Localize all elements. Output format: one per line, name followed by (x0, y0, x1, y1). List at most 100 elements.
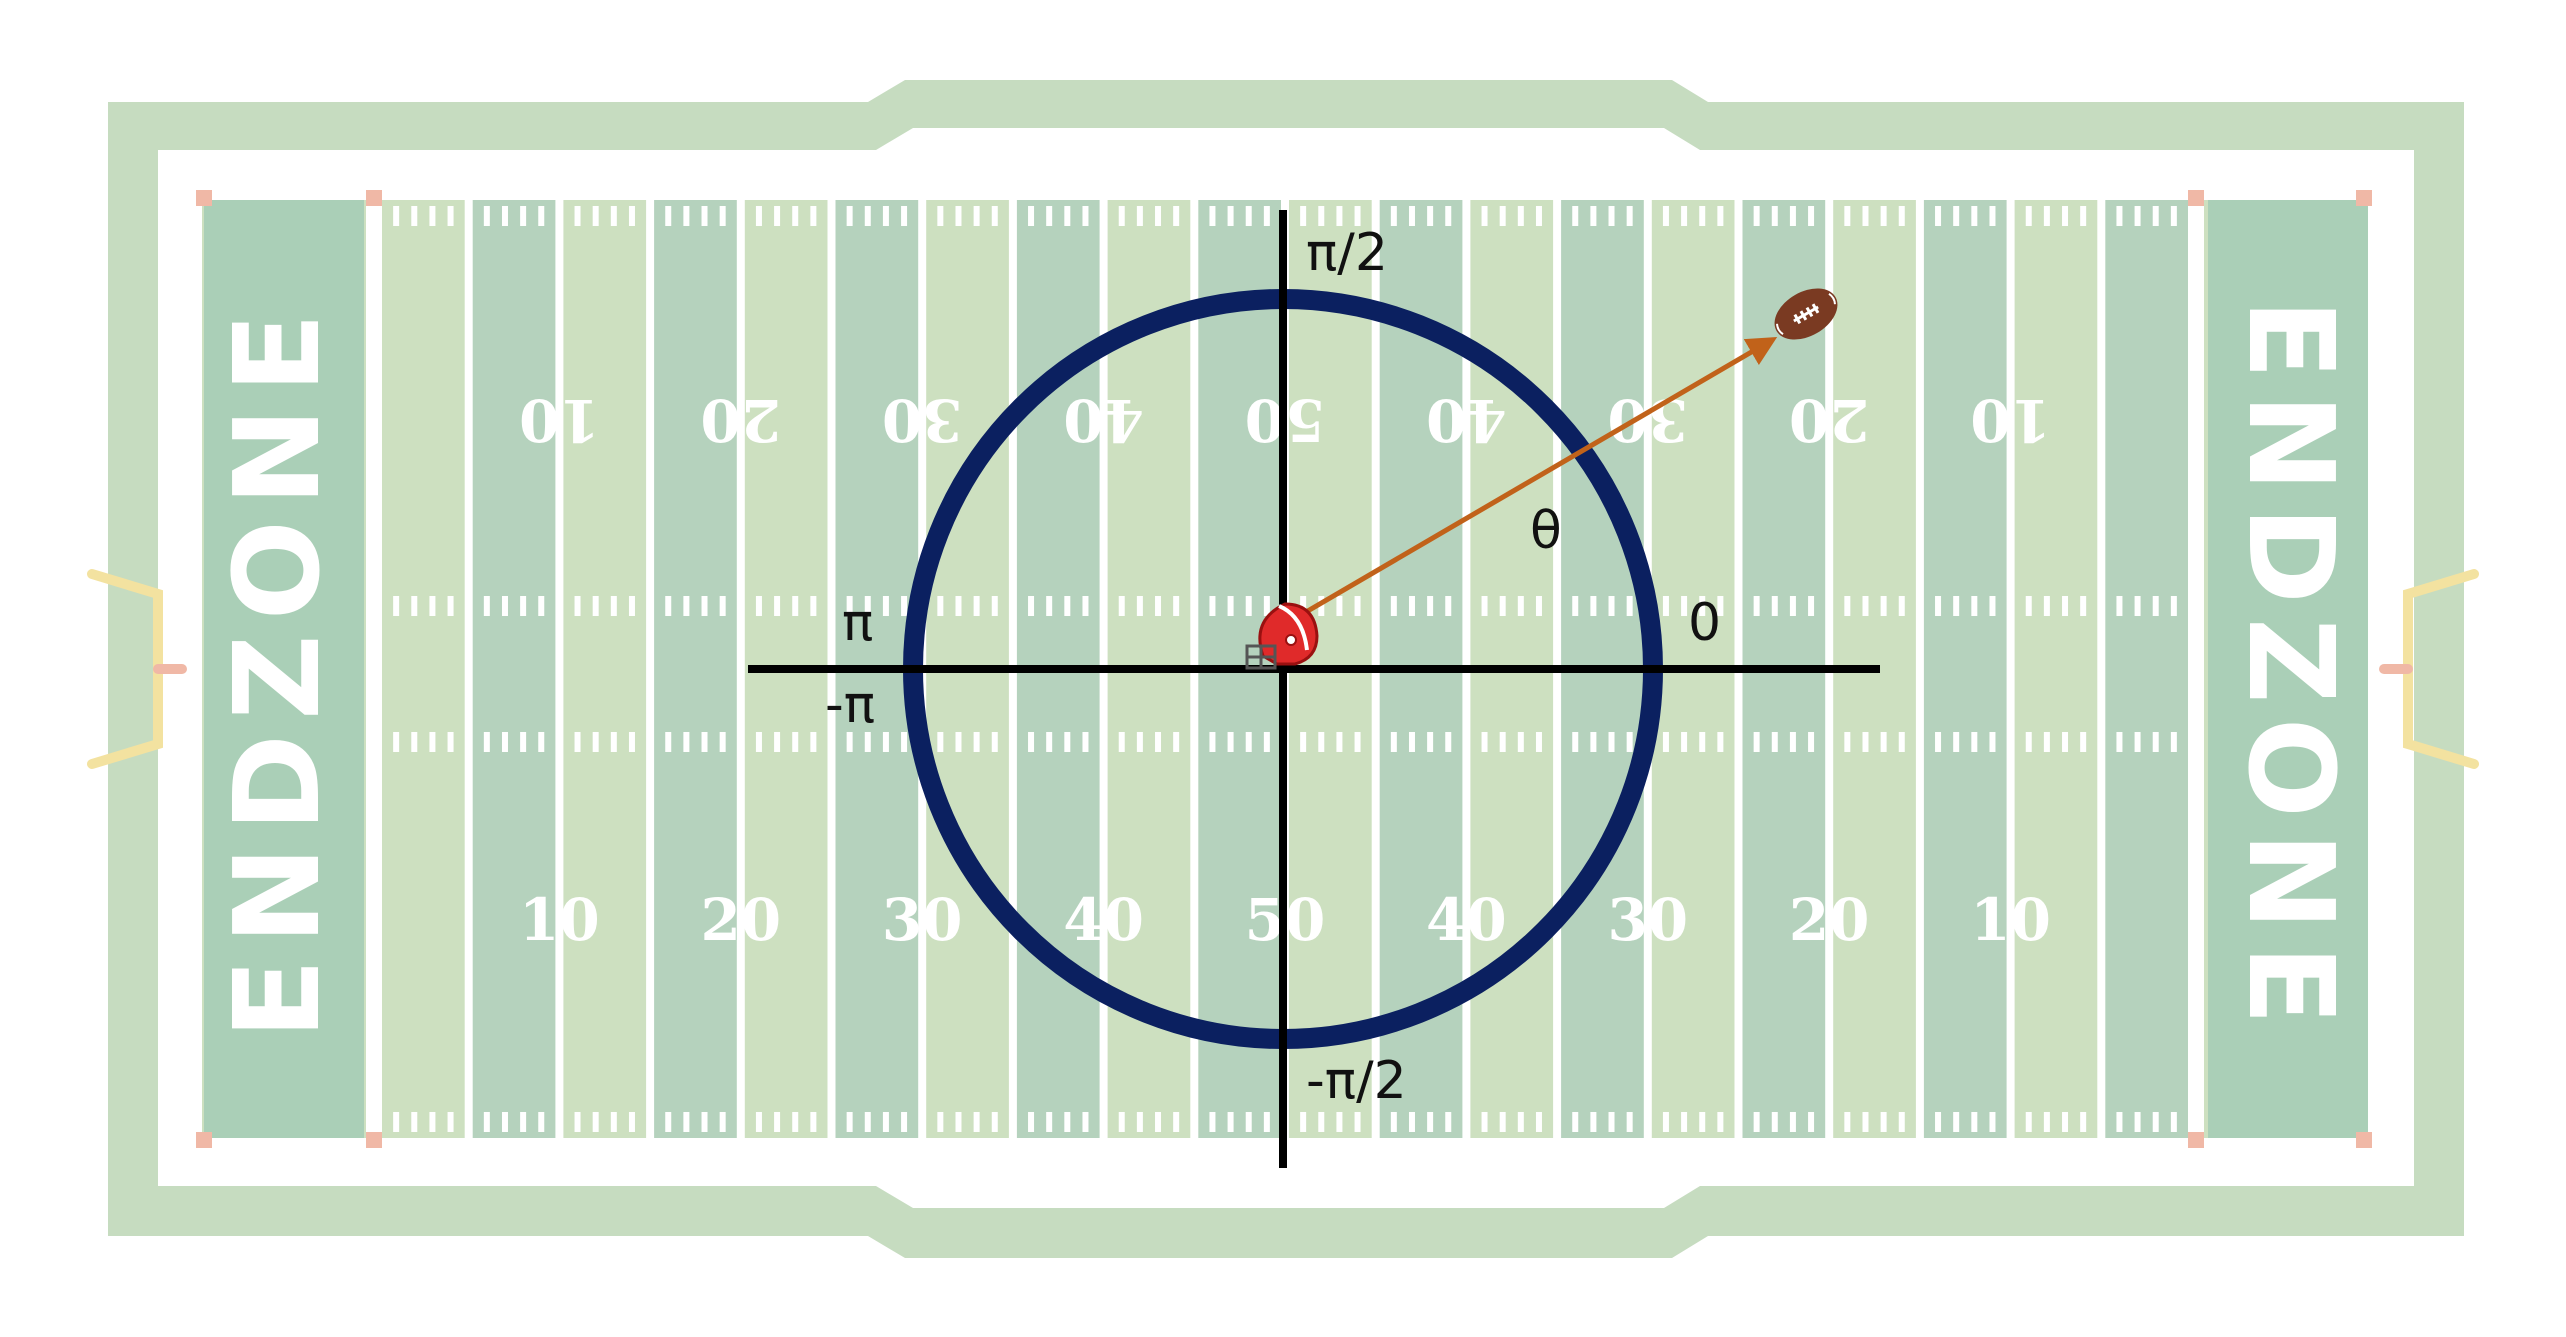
hash-mark (2080, 732, 2087, 752)
hash-mark (411, 1112, 418, 1132)
hash-mark (973, 1112, 980, 1132)
hash-mark (429, 1112, 436, 1132)
hash-mark (1517, 596, 1524, 616)
hash-mark (1953, 596, 1960, 616)
hash-mark (1390, 732, 1397, 752)
hash-mark (719, 596, 726, 616)
hash-mark (1535, 1112, 1542, 1132)
hash-mark (792, 206, 799, 226)
hash-mark (792, 596, 799, 616)
hash-mark (937, 732, 944, 752)
hash-mark (882, 206, 889, 226)
hash-mark (574, 1112, 581, 1132)
hash-mark (937, 596, 944, 616)
yard-number: 20 (700, 386, 781, 454)
hash-mark (1681, 596, 1688, 616)
hash-mark (1771, 1112, 1778, 1132)
hash-mark (1481, 596, 1488, 616)
hash-mark (701, 732, 708, 752)
hash-mark (846, 206, 853, 226)
field-stripe (1919, 200, 2011, 1138)
hash-mark (1209, 206, 1216, 226)
hash-mark (1699, 596, 1706, 616)
hash-mark (1245, 596, 1252, 616)
hash-mark (2152, 732, 2159, 752)
hash-mark (1336, 732, 1343, 752)
hash-mark (2025, 596, 2032, 616)
yard-number: 40 (1426, 386, 1507, 454)
hash-mark (991, 596, 998, 616)
hash-mark (1862, 732, 1869, 752)
hash-mark (1118, 596, 1125, 616)
hash-mark (1517, 732, 1524, 752)
hash-mark (1898, 732, 1905, 752)
hash-mark (1300, 596, 1307, 616)
hash-mark (1989, 732, 1996, 752)
hash-mark (1753, 596, 1760, 616)
hash-mark (2170, 732, 2177, 752)
hash-mark (429, 732, 436, 752)
hash-mark (1028, 732, 1035, 752)
hash-mark (1662, 732, 1669, 752)
hash-mark (2152, 1112, 2159, 1132)
hash-mark (1699, 1112, 1706, 1132)
hash-mark (1971, 732, 1978, 752)
hash-mark (1300, 732, 1307, 752)
hash-mark (1354, 206, 1361, 226)
hash-mark (538, 596, 545, 616)
hash-mark (810, 596, 817, 616)
hash-mark (1408, 206, 1415, 226)
hash-mark (393, 732, 400, 752)
hash-mark (1989, 1112, 1996, 1132)
hash-mark (1789, 1112, 1796, 1132)
label-theta: θ (1530, 501, 1562, 561)
hash-mark (1245, 732, 1252, 752)
hash-mark (719, 732, 726, 752)
hash-mark (1408, 1112, 1415, 1132)
hash-mark (574, 596, 581, 616)
hash-mark (1590, 732, 1597, 752)
hash-mark (1427, 732, 1434, 752)
hash-mark (1898, 596, 1905, 616)
hash-mark (810, 1112, 817, 1132)
hash-mark (628, 206, 635, 226)
hash-mark (411, 596, 418, 616)
hash-mark (1118, 206, 1125, 226)
endzone-left (204, 200, 364, 1138)
hash-mark (1535, 596, 1542, 616)
hash-mark (1753, 1112, 1760, 1132)
field-stripe (2101, 200, 2192, 1138)
hash-mark (1318, 596, 1325, 616)
hash-mark (1173, 1112, 1180, 1132)
hash-mark (683, 1112, 690, 1132)
hash-mark (1336, 1112, 1343, 1132)
hash-mark (1263, 732, 1270, 752)
hash-mark (2134, 206, 2141, 226)
goalpost-icon (2379, 569, 2479, 769)
hash-mark (1354, 732, 1361, 752)
hash-mark (1662, 206, 1669, 226)
hash-mark (447, 596, 454, 616)
hash-mark (1699, 206, 1706, 226)
hash-mark (610, 596, 617, 616)
hash-mark (2043, 1112, 2050, 1132)
hash-mark (1844, 732, 1851, 752)
hash-mark (2170, 1112, 2177, 1132)
hash-mark (1771, 206, 1778, 226)
hash-mark (1227, 596, 1234, 616)
endzone-right-label: ENDZONE (2222, 299, 2360, 1040)
hash-mark (665, 596, 672, 616)
hash-mark (1082, 1112, 1089, 1132)
hash-mark (1227, 1112, 1234, 1132)
hash-mark (1408, 732, 1415, 752)
hash-mark (1808, 732, 1815, 752)
hash-mark (2080, 596, 2087, 616)
hash-mark (1481, 732, 1488, 752)
yard-line (2097, 200, 2106, 1138)
hash-mark (1898, 1112, 1905, 1132)
hash-mark (2062, 732, 2069, 752)
hash-mark (1155, 1112, 1162, 1132)
hash-mark (2152, 596, 2159, 616)
hash-mark (1046, 1112, 1053, 1132)
hash-mark (592, 732, 599, 752)
